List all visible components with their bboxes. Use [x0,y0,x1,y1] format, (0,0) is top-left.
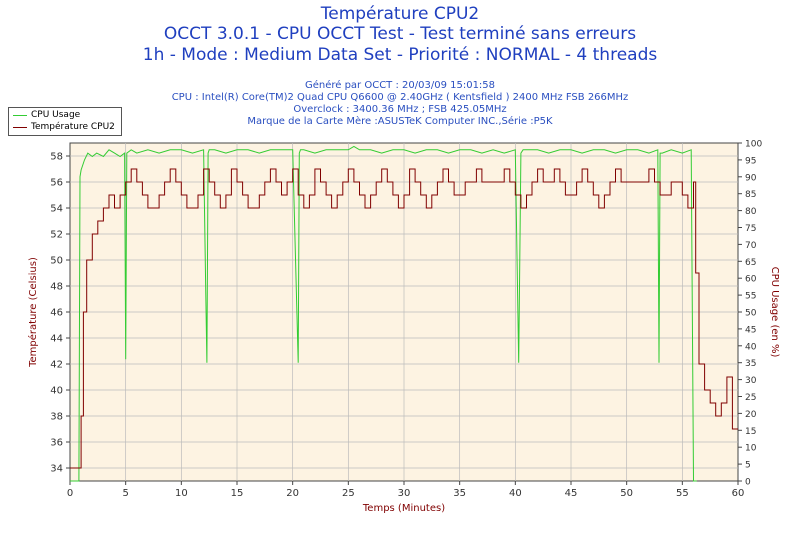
y-right-tick-label: 55 [745,292,756,302]
y-left-tick-label: 52 [50,230,63,241]
series-line-temperature [70,168,738,469]
series-line-cpu-usage [70,145,697,482]
y-right-tick-label: 25 [745,393,756,403]
y-right-tick-label: 80 [745,207,757,217]
x-tick-label: 15 [231,488,244,499]
y-left-tick-label: 36 [50,438,63,449]
x-tick-label: 25 [342,488,355,499]
y-left-tick-label: 44 [50,334,63,345]
legend-item-cpu-usage: CPU Usage [13,109,80,121]
cpu-info: CPU : Intel(R) Core(TM)2 Quad CPU Q6600 … [171,92,629,103]
y-right-tick-label: 70 [745,241,757,251]
generated-info: Généré par OCCT : 20/03/09 15:01:58 [304,80,496,91]
y-right-tick-label: 75 [745,224,756,234]
y-right-tick-label: 35 [745,359,756,369]
y-right-tick-label: 20 [745,410,757,420]
x-tick-label: 45 [565,488,578,499]
y-right-tick-label: 65 [745,258,756,268]
y-right-tick-label: 5 [745,461,751,471]
legend-label-temperature: Température CPU2 [31,122,115,132]
y-left-tick-label: 48 [50,282,63,293]
x-tick-label: 10 [175,488,188,499]
y-right-tick-label: 30 [745,376,757,386]
y-left-tick-label: 54 [50,204,63,215]
legend-label-cpu-usage: CPU Usage [31,110,81,120]
y-right-tick-label: 95 [745,156,756,166]
x-axis-label: Temps (Minutes) [362,503,445,514]
y-left-axis-label: Température (Celsius) [27,257,39,368]
y-left-tick-label: 56 [50,178,63,189]
y-left-tick-label: 58 [50,152,63,163]
y-right-tick-label: 45 [745,325,756,335]
chart-subtitle-test: OCCT 3.0.1 - CPU OCCT Test - Test termin… [163,24,637,44]
x-tick-label: 50 [620,488,633,499]
y-right-tick-label: 0 [745,478,751,488]
x-tick-label: 40 [509,488,522,499]
x-tick-label: 20 [286,488,299,499]
y-left-tick-label: 42 [50,360,63,371]
motherboard-info: Marque de la Carte Mère :ASUSTeK Compute… [247,116,553,127]
y-right-tick-label: 10 [745,444,757,454]
chart-legend: CPU Usage Température CPU2 [8,107,122,136]
y-right-tick-label: 100 [745,140,762,150]
y-right-tick-label: 40 [745,342,757,352]
y-right-tick-label: 15 [745,427,756,437]
y-right-axis-label: CPU Usage (en %) [769,267,780,358]
x-tick-label: 30 [398,488,411,499]
y-left-tick-label: 38 [50,412,63,423]
y-left-tick-label: 40 [50,386,63,397]
overclock-info: Overclock : 3400.36 MHz ; FSB 425.05MHz [293,104,507,115]
y-left-tick-label: 34 [50,464,63,475]
y-right-tick-label: 60 [745,275,757,285]
chart-title: Température CPU2 [320,4,480,24]
legend-swatch-temperature [13,126,27,128]
y-left-tick-label: 46 [50,308,63,319]
x-tick-label: 60 [732,488,745,499]
legend-item-temperature: Température CPU2 [13,121,115,133]
y-right-tick-label: 85 [745,190,756,200]
x-tick-label: 55 [676,488,689,499]
y-left-tick-label: 50 [50,256,63,267]
y-right-tick-label: 50 [745,309,757,319]
y-right-tick-label: 90 [745,173,757,183]
x-tick-label: 5 [122,488,128,499]
chart-subtitle-mode: 1h - Mode : Medium Data Set - Priorité :… [142,45,658,65]
x-tick-label: 35 [453,488,466,499]
legend-swatch-cpu-usage [13,114,27,116]
x-tick-label: 0 [67,488,73,499]
